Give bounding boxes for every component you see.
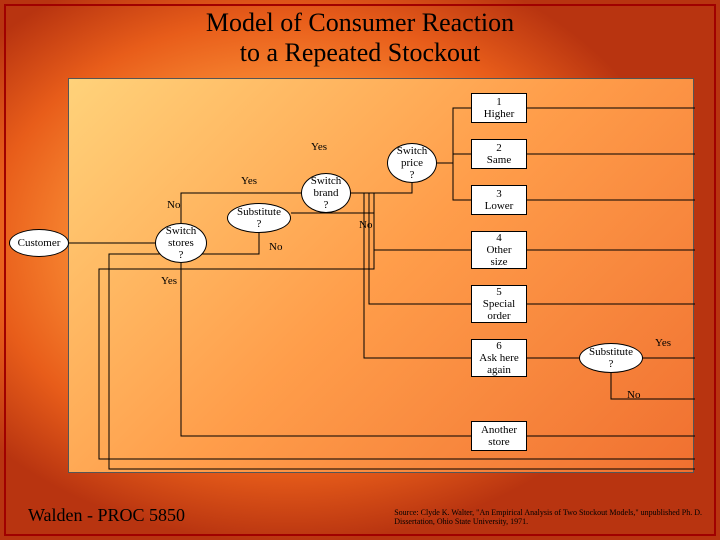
source-line-2: Dissertation, Ohio State University, 197… [394,517,528,526]
node-opt1: 1Higher [471,93,527,123]
footer-right: Source: Clyde K. Walter, "An Empirical A… [394,508,702,526]
label-yes_sub2: Yes [655,337,671,349]
node-switch_stores: Switchstores? [155,223,207,263]
node-substitute2: Substitute? [579,343,643,373]
label-no_brand: No [359,219,372,231]
label-yes_sub_top: Yes [241,175,257,187]
slide-title: Model of Consumer Reaction to a Repeated… [0,8,720,68]
node-opt2: 2Same [471,139,527,169]
footer-left: Walden - PROC 5850 [28,505,185,526]
node-customer: Customer [9,229,69,257]
source-line-1: Source: Clyde K. Walter, "An Empirical A… [394,508,702,517]
node-another_store: Anotherstore [471,421,527,451]
node-switch_price: Switchprice? [387,143,437,183]
node-opt3: 3Lower [471,185,527,215]
node-opt6: 6Ask hereagain [471,339,527,377]
node-opt4: 4Othersize [471,231,527,269]
label-no_stores: No [167,199,180,211]
flowchart-area: CustomerSwitchstores?Substitute?Switchbr… [68,78,694,473]
node-switch_brand: Switchbrand? [301,173,351,213]
label-no_sub2: No [627,389,640,401]
label-yes_stores: Yes [161,275,177,287]
node-substitute1: Substitute? [227,203,291,233]
title-line-1: Model of Consumer Reaction [206,8,514,37]
label-yes_sb_top: Yes [311,141,327,153]
title-line-2: to a Repeated Stockout [240,38,480,67]
label-no_sub: No [269,241,282,253]
node-opt5: 5Specialorder [471,285,527,323]
